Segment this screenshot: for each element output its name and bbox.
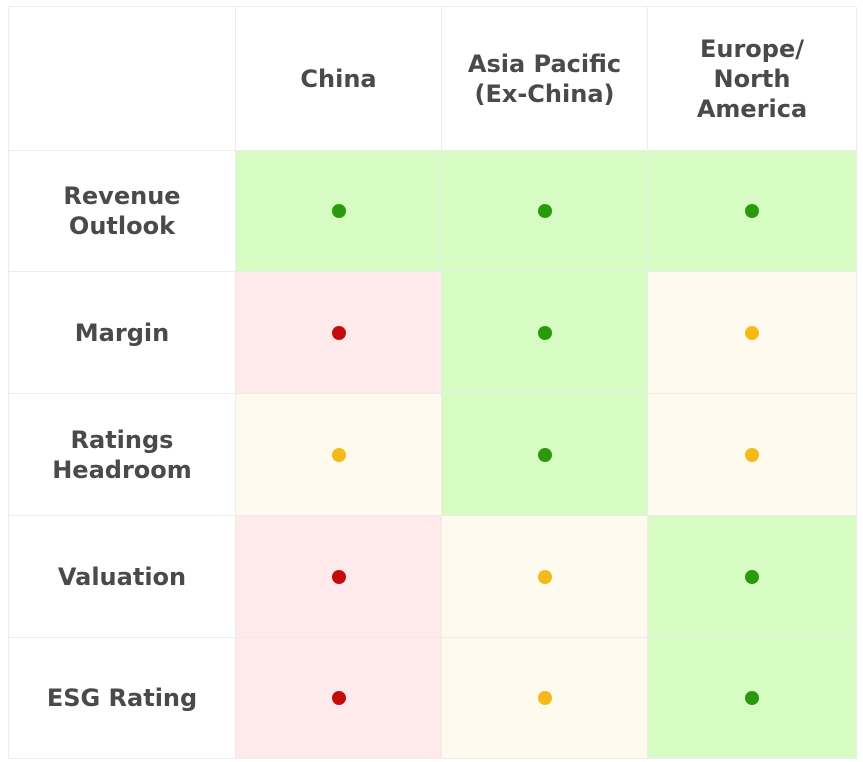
rating-cell-china: [236, 151, 442, 272]
status-dot-amber: [537, 691, 552, 705]
column-header-asia-pacific: Asia Pacific (Ex-China): [442, 7, 648, 151]
status-dot-red: [331, 325, 346, 340]
rating-cell-europe-north-america: [648, 272, 857, 394]
rating-cell-china: [236, 394, 442, 516]
rating-cell-asia-pacific: [442, 151, 648, 272]
rating-cell-asia-pacific: [442, 638, 648, 759]
status-dot-green: [537, 204, 552, 218]
rating-cell-europe-north-america: [648, 151, 857, 272]
status-dot-red: [331, 569, 346, 584]
rating-cell-asia-pacific: [442, 394, 648, 516]
status-dot-green: [745, 204, 759, 218]
status-dot-green: [745, 691, 759, 705]
rating-cell-europe-north-america: [648, 516, 857, 638]
rating-cell-china: [236, 638, 442, 759]
status-dot-amber: [745, 447, 759, 462]
status-dot-red: [331, 691, 346, 705]
rating-cell-asia-pacific: [442, 272, 648, 394]
column-header-europe-north-america: Europe/ North America: [648, 7, 857, 151]
row-label: Margin: [9, 272, 236, 394]
status-dot-green: [331, 204, 346, 218]
row-label: Revenue Outlook: [9, 151, 236, 272]
rating-cell-europe-north-america: [648, 638, 857, 759]
rating-table: China Asia Pacific (Ex-China) Europe/ No…: [8, 6, 857, 759]
rating-cell-europe-north-america: [648, 394, 857, 516]
status-dot-green: [537, 325, 552, 340]
row-label: Valuation: [9, 516, 236, 638]
rating-cell-china: [236, 272, 442, 394]
row-label: ESG Rating: [9, 638, 236, 759]
column-header-china: China: [236, 7, 442, 151]
status-dot-green: [745, 569, 759, 584]
status-dot-amber: [331, 447, 346, 462]
rating-cell-china: [236, 516, 442, 638]
status-dot-green: [537, 447, 552, 462]
status-dot-amber: [537, 569, 552, 584]
corner-cell: [9, 7, 236, 151]
status-dot-amber: [745, 325, 759, 340]
row-label: Ratings Headroom: [9, 394, 236, 516]
rating-cell-asia-pacific: [442, 516, 648, 638]
